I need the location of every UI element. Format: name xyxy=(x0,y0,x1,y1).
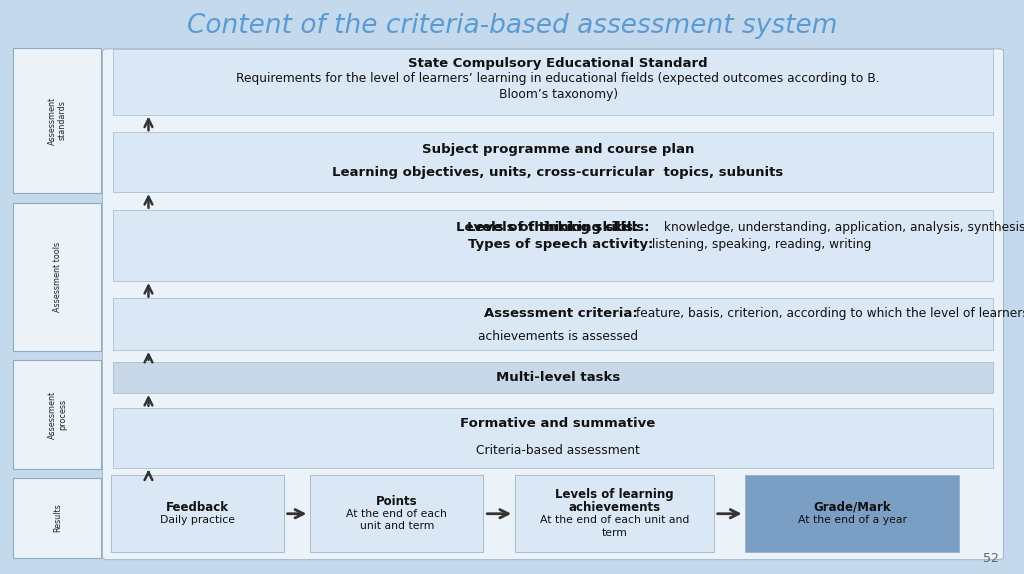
Text: Content of the criteria-based assessment system: Content of the criteria-based assessment… xyxy=(186,13,838,39)
Text: knowledge, understanding, application, analysis, synthesis, evaluation: knowledge, understanding, application, a… xyxy=(660,220,1024,234)
FancyBboxPatch shape xyxy=(13,203,101,351)
FancyBboxPatch shape xyxy=(745,475,959,552)
Text: Grade/Mark: Grade/Mark xyxy=(814,501,891,514)
Text: Levels of thinking skills:: Levels of thinking skills: xyxy=(456,220,638,234)
Text: Bloom’s taxonomy): Bloom’s taxonomy) xyxy=(499,88,617,101)
FancyBboxPatch shape xyxy=(113,408,993,468)
Text: Types of speech activity:: Types of speech activity: xyxy=(469,238,654,251)
Text: Points: Points xyxy=(376,495,418,507)
Text: Levels of thinking skills:: Levels of thinking skills: xyxy=(467,220,649,234)
Text: Assessment criteria:: Assessment criteria: xyxy=(484,308,638,320)
Text: 52: 52 xyxy=(982,552,998,565)
Text: Formative and summative: Formative and summative xyxy=(461,417,655,430)
FancyBboxPatch shape xyxy=(113,49,993,115)
Text: feature, basis, criterion, according to which the level of learners’ learning: feature, basis, criterion, according to … xyxy=(633,308,1024,320)
Text: achievements is assessed: achievements is assessed xyxy=(478,331,638,343)
Text: Learning objectives, units, cross-curricular  topics, subunits: Learning objectives, units, cross-curric… xyxy=(333,166,783,179)
FancyBboxPatch shape xyxy=(113,362,993,393)
FancyBboxPatch shape xyxy=(113,298,993,350)
Text: Feedback: Feedback xyxy=(166,501,228,514)
FancyBboxPatch shape xyxy=(113,132,993,192)
Text: Assessment
standards: Assessment standards xyxy=(48,96,67,145)
Text: Subject programme and course plan: Subject programme and course plan xyxy=(422,143,694,156)
FancyBboxPatch shape xyxy=(113,210,993,281)
Text: Assessment tools: Assessment tools xyxy=(53,242,61,312)
FancyBboxPatch shape xyxy=(515,475,714,552)
FancyBboxPatch shape xyxy=(13,360,101,469)
FancyBboxPatch shape xyxy=(13,48,101,193)
Text: Results: Results xyxy=(53,503,61,533)
Text: Multi-level tasks: Multi-level tasks xyxy=(496,371,621,384)
Text: term: term xyxy=(601,528,628,538)
FancyBboxPatch shape xyxy=(310,475,483,552)
Text: At the end of a year: At the end of a year xyxy=(798,515,907,525)
Text: At the end of each unit and: At the end of each unit and xyxy=(540,515,689,525)
Text: State Compulsory Educational Standard: State Compulsory Educational Standard xyxy=(409,57,708,70)
FancyBboxPatch shape xyxy=(13,478,101,558)
Text: unit and term: unit and term xyxy=(359,521,434,532)
Text: Criteria-based assessment: Criteria-based assessment xyxy=(476,444,640,457)
Text: achievements: achievements xyxy=(568,501,660,514)
Text: Levels of learning: Levels of learning xyxy=(555,488,674,501)
Text: listening, speaking, reading, writing: listening, speaking, reading, writing xyxy=(648,238,871,251)
Text: Assessment
process: Assessment process xyxy=(48,391,67,439)
Text: Requirements for the level of learners’ learning in educational fields (expected: Requirements for the level of learners’ … xyxy=(237,72,880,86)
FancyBboxPatch shape xyxy=(111,475,284,552)
FancyBboxPatch shape xyxy=(102,49,1004,560)
Text: Daily practice: Daily practice xyxy=(160,515,234,525)
Text: At the end of each: At the end of each xyxy=(346,509,447,519)
